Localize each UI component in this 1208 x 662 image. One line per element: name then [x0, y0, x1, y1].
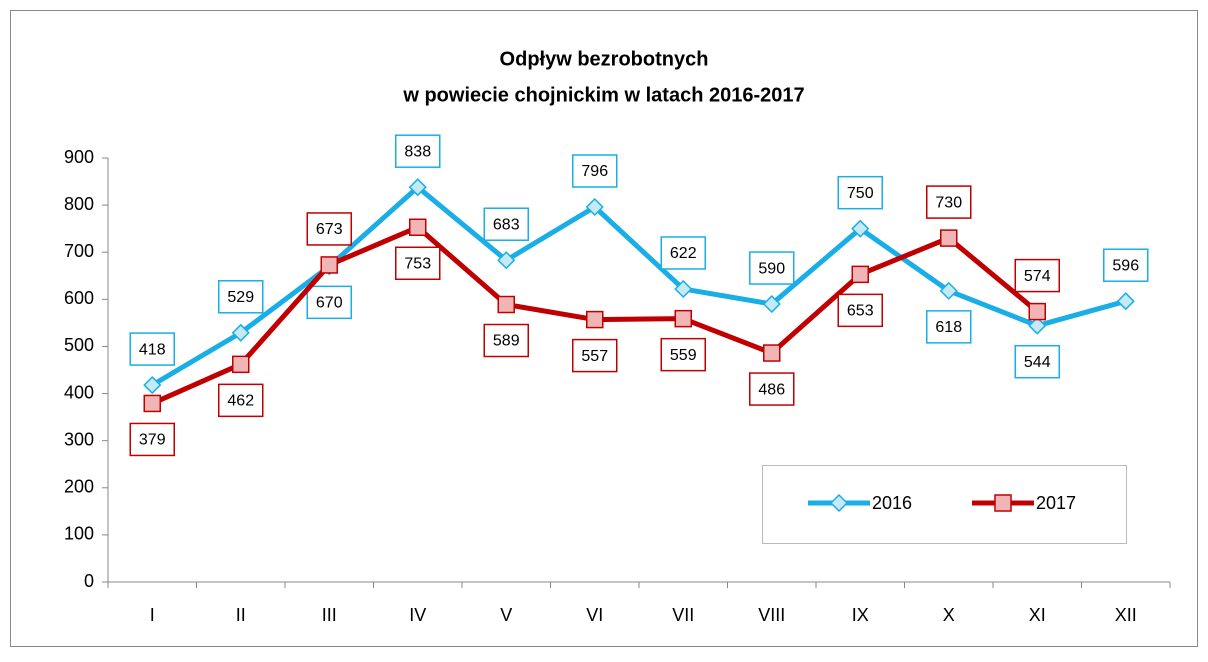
data-label: 796: [581, 163, 608, 180]
data-label-box: [306, 212, 352, 246]
y-tick-label: 900: [64, 147, 94, 167]
marker: [320, 256, 338, 274]
data-label-box: [129, 422, 175, 457]
chart-title: w powiecie chojnickim w latach 2016-2017: [402, 84, 804, 106]
data-label: 574: [1024, 268, 1051, 285]
legend-label: 2016: [872, 493, 912, 513]
x-tick-label: VII: [672, 605, 694, 625]
data-label-box: [483, 207, 529, 241]
marker: [674, 279, 693, 299]
marker: [851, 265, 869, 284]
marker: [231, 323, 250, 342]
marker: [408, 178, 427, 197]
data-label-box: [926, 310, 972, 344]
data-label: 753: [404, 255, 431, 272]
marker: [940, 229, 958, 247]
x-tick-label: XI: [1029, 605, 1046, 625]
data-label-box: [660, 337, 706, 372]
x-tick-label: IV: [409, 605, 426, 625]
marker: [1028, 302, 1046, 321]
data-label: 750: [847, 185, 874, 202]
series-line: [150, 184, 1127, 388]
data-label-box: [572, 154, 618, 188]
data-label-box: [1103, 248, 1149, 282]
data-label: 670: [316, 295, 343, 312]
x-tick-label: II: [236, 605, 246, 625]
data-label: 529: [227, 289, 254, 306]
data-label: 559: [670, 347, 697, 364]
marker: [851, 219, 870, 238]
data-label-box: [572, 338, 618, 373]
data-label-box: [218, 383, 264, 418]
marker: [497, 251, 516, 270]
marker: [674, 309, 692, 328]
marker: [143, 394, 161, 413]
data-label: 596: [1112, 257, 1139, 274]
x-tick-label: VIII: [758, 605, 785, 625]
data-label: 544: [1024, 354, 1051, 371]
data-label-box: [395, 134, 441, 168]
marker: [994, 494, 1012, 512]
data-label: 590: [758, 260, 785, 277]
marker: [763, 344, 781, 362]
data-label: 589: [493, 333, 520, 350]
marker: [586, 310, 604, 329]
data-label-box: [306, 285, 352, 320]
y-tick-label: 200: [64, 477, 94, 497]
x-tick-label: III: [322, 605, 337, 625]
y-tick-label: 400: [64, 382, 94, 402]
data-label-box: [1014, 258, 1060, 293]
y-tick-label: 800: [64, 194, 94, 214]
data-label-box: [749, 251, 795, 285]
data-label-box: [660, 236, 706, 270]
data-label: 557: [581, 348, 608, 365]
data-label-box: [483, 323, 529, 358]
marker: [585, 197, 604, 217]
marker: [1116, 292, 1135, 311]
legend-box: [762, 465, 1127, 544]
x-tick-label: XII: [1115, 605, 1137, 625]
marker: [939, 281, 958, 300]
data-label: 683: [493, 216, 520, 233]
data-label: 462: [227, 393, 254, 410]
y-tick-label: 300: [64, 429, 94, 449]
data-label-box: [218, 280, 264, 314]
y-tick-label: 700: [64, 241, 94, 261]
marker: [497, 295, 515, 314]
data-label: 418: [139, 341, 166, 358]
y-tick-label: 500: [64, 335, 94, 355]
data-label: 673: [316, 221, 343, 238]
data-label: 838: [404, 143, 431, 160]
data-label: 730: [935, 194, 962, 211]
chart-title: Odpływ bezrobotnych: [500, 48, 709, 70]
data-label-box: [129, 332, 175, 366]
x-tick-label: IX: [852, 605, 869, 625]
y-tick-label: 100: [64, 524, 94, 544]
x-tick-label: X: [943, 605, 955, 625]
legend-label: 2017: [1036, 493, 1076, 513]
data-label-box: [749, 372, 795, 406]
x-tick-label: VI: [586, 605, 603, 625]
x-tick-label: V: [500, 605, 512, 625]
data-label-box: [395, 246, 441, 281]
data-label: 618: [935, 319, 962, 336]
x-tick-label: I: [150, 605, 155, 625]
data-label-box: [1014, 344, 1060, 379]
marker: [1028, 316, 1047, 335]
y-tick-label: 0: [84, 571, 94, 591]
data-label: 379: [139, 432, 166, 449]
data-label: 486: [758, 381, 785, 398]
data-label: 622: [670, 245, 697, 262]
marker: [829, 493, 849, 513]
y-tick-label: 600: [64, 288, 94, 308]
marker: [762, 294, 781, 314]
data-label: 653: [847, 303, 874, 320]
marker: [409, 218, 427, 237]
data-label-box: [926, 185, 972, 219]
marker: [143, 376, 162, 395]
marker: [232, 355, 250, 374]
data-label-box: [837, 293, 883, 328]
data-label-box: [837, 175, 883, 210]
